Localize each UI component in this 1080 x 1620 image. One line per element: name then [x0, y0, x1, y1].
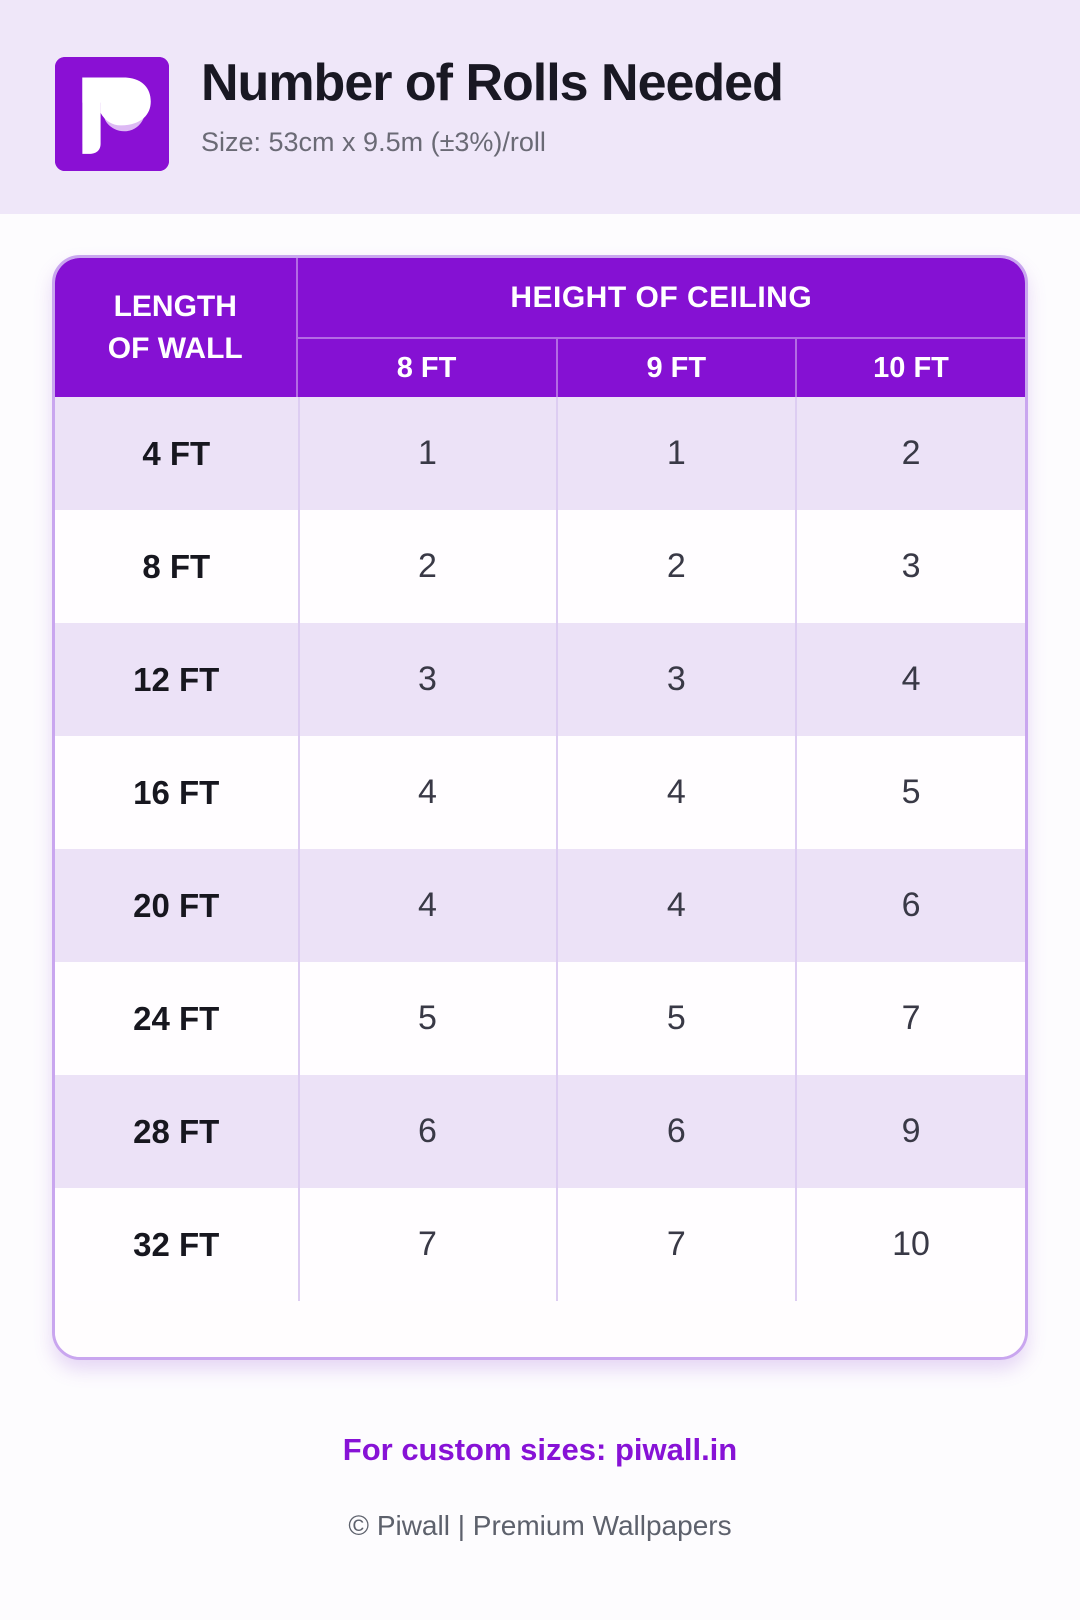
cell-28ft-9ft: 6: [555, 1075, 796, 1188]
header: Number of Rolls Needed Size: 53cm x 9.5m…: [0, 0, 1080, 214]
cell-8ft-8ft: 2: [297, 510, 556, 623]
cell-4ft-8ft: 1: [297, 397, 556, 510]
col-header-length-of-wall: LENGTH OF WALL: [55, 258, 298, 397]
row-label-4ft: 4 FT: [142, 434, 211, 472]
corner-line-1: LENGTH: [113, 290, 237, 324]
table-header: LENGTH OF WALL HEIGHT OF CEILING 8 FT 9 …: [55, 258, 1025, 397]
table-row: 16 FT 4 4 5: [55, 736, 1025, 849]
cell-8ft-10ft: 3: [795, 510, 1025, 623]
cell-12ft-10ft: 4: [795, 623, 1025, 736]
col-group-height-of-ceiling: HEIGHT OF CEILING: [297, 258, 1025, 339]
table-row: 24 FT 5 5 7: [55, 962, 1025, 1075]
copyright-text: © Piwall | Premium Wallpapers: [348, 1510, 732, 1541]
row-label-12ft: 12 FT: [133, 660, 220, 698]
cell-4ft-10ft: 2: [795, 397, 1025, 510]
cell-24ft-9ft: 5: [555, 962, 796, 1075]
main: LENGTH OF WALL HEIGHT OF CEILING 8 FT 9 …: [0, 255, 1080, 1360]
row-label-32ft: 32 FT: [133, 1225, 220, 1263]
cell-8ft-9ft: 2: [555, 510, 796, 623]
table-row: 4 FT 1 1 2: [55, 397, 1025, 510]
cell-20ft-8ft: 4: [297, 849, 556, 962]
cell-32ft-10ft: 10: [795, 1188, 1025, 1301]
cell-20ft-10ft: 6: [795, 849, 1025, 962]
row-label-8ft: 8 FT: [142, 547, 211, 585]
piwall-logo: [55, 57, 169, 171]
page-subtitle: Size: 53cm x 9.5m (±3%)/roll: [201, 127, 546, 157]
row-label-24ft: 24 FT: [133, 999, 220, 1037]
corner-line-2: OF WALL: [107, 331, 243, 365]
col-header-9ft: 9 FT: [555, 339, 796, 397]
cell-24ft-8ft: 5: [297, 962, 556, 1075]
rolls-table-card: LENGTH OF WALL HEIGHT OF CEILING 8 FT 9 …: [52, 255, 1028, 1360]
footer: For custom sizes: piwall.in © Piwall | P…: [0, 1360, 1080, 1542]
table-row: 8 FT 2 2 3: [55, 510, 1025, 623]
table-row: 28 FT 6 6 9: [55, 1075, 1025, 1188]
cell-16ft-9ft: 4: [555, 736, 796, 849]
cell-20ft-9ft: 4: [555, 849, 796, 962]
page-title: Number of Rolls Needed: [201, 54, 784, 112]
cell-16ft-10ft: 5: [795, 736, 1025, 849]
table-row: 32 FT 7 7 10: [55, 1188, 1025, 1301]
cell-16ft-8ft: 4: [297, 736, 556, 849]
col-header-8ft: 8 FT: [396, 351, 457, 384]
rolls-needed-infographic: Number of Rolls Needed Size: 53cm x 9.5m…: [0, 0, 1080, 1542]
card-bottom-padding: [55, 1301, 1025, 1357]
cell-12ft-8ft: 3: [297, 623, 556, 736]
cell-32ft-8ft: 7: [297, 1188, 556, 1301]
row-label-16ft: 16 FT: [133, 773, 220, 811]
cell-4ft-9ft: 1: [555, 397, 796, 510]
col-header-10ft: 10 FT: [795, 339, 1025, 397]
cell-28ft-8ft: 6: [297, 1075, 556, 1188]
piwall-logo-icon: [55, 57, 169, 171]
custom-sizes-link[interactable]: For custom sizes: piwall.in: [342, 1432, 738, 1467]
table-body: 4 FT 1 1 2 8 FT 2 2 3 12 FT 3 3 4: [55, 397, 1025, 1301]
row-label-20ft: 20 FT: [133, 886, 220, 924]
cell-24ft-10ft: 7: [795, 962, 1025, 1075]
cell-28ft-10ft: 9: [795, 1075, 1025, 1188]
cell-12ft-9ft: 3: [555, 623, 796, 736]
cell-32ft-9ft: 7: [555, 1188, 796, 1301]
table-row: 20 FT 4 4 6: [55, 849, 1025, 962]
row-label-28ft: 28 FT: [133, 1112, 220, 1150]
title-block: Number of Rolls Needed Size: 53cm x 9.5m…: [201, 54, 784, 158]
table-row: 12 FT 3 3 4: [55, 623, 1025, 736]
